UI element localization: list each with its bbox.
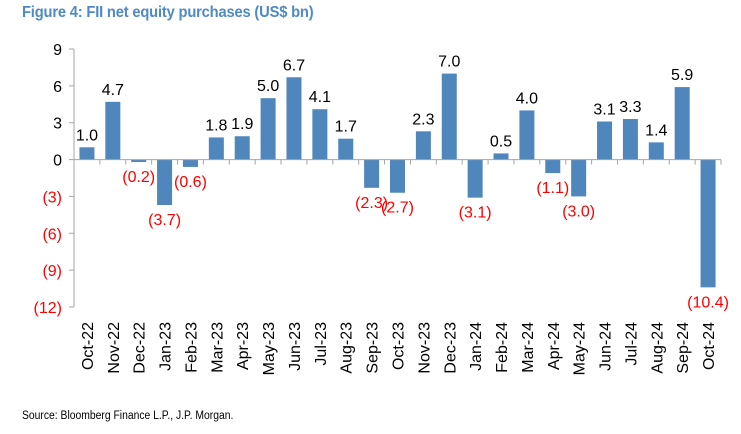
- data-label: (10.4): [687, 294, 729, 311]
- y-tick-label: (9): [42, 263, 62, 280]
- x-category-label: Nov-22: [106, 322, 123, 374]
- data-label: (2.7): [381, 200, 414, 217]
- bar: [700, 159, 716, 288]
- y-tick-label: (6): [42, 226, 62, 243]
- data-label: 6.7: [283, 57, 305, 74]
- bar: [364, 159, 380, 188]
- x-category-label: Aug-23: [339, 322, 356, 374]
- data-label: (1.1): [536, 180, 569, 197]
- data-label: 1.0: [76, 127, 98, 144]
- y-tick-label: 0: [53, 153, 62, 170]
- bar: [286, 77, 302, 160]
- data-label: 1.8: [205, 117, 227, 134]
- x-category-label: Sep-24: [675, 322, 692, 374]
- bar: [105, 101, 121, 160]
- category-labels: Oct-22 Nov-22 Dec-22 Jan-23 Feb-23 Mar-23 Apr-…: [80, 322, 718, 375]
- data-label: 4.1: [309, 89, 331, 106]
- data-labels: 1.0 4.7 (0.2) (3.7) (0.6) 1.8 1.9 5.06.74.11.7 (…: [76, 54, 729, 312]
- bar: [674, 87, 690, 160]
- x-category-label: Dec-23: [442, 322, 459, 374]
- data-label: (3.0): [562, 203, 595, 220]
- bar: [493, 153, 509, 160]
- y-tick-label: 6: [53, 79, 62, 96]
- bar: [571, 159, 587, 197]
- bar: [597, 121, 613, 160]
- bar: [208, 137, 224, 160]
- x-category-label: Feb-24: [494, 322, 511, 373]
- x-category-label: Jan-23: [158, 322, 175, 371]
- x-category-label: Jun-23: [287, 322, 304, 371]
- x-category-label: Oct-24: [701, 322, 718, 370]
- y-tick-label: 3: [53, 116, 62, 133]
- y-tick-label: (12): [34, 300, 62, 317]
- x-category-label: Apr-23: [235, 322, 252, 370]
- data-label: 2.3: [412, 111, 434, 128]
- x-category-label: Oct-23: [391, 322, 408, 370]
- x-category-label: Mar-24: [520, 322, 537, 373]
- bar: [131, 159, 147, 163]
- bar: [622, 119, 638, 160]
- data-label: 0.5: [490, 133, 512, 150]
- bar: [182, 159, 198, 167]
- data-label: (0.2): [122, 169, 155, 186]
- bar: [648, 142, 664, 160]
- bar: [234, 136, 250, 160]
- data-label: 5.9: [671, 67, 693, 84]
- data-label: 5.0: [257, 78, 279, 95]
- data-label: 3.3: [619, 99, 641, 116]
- bar: [312, 109, 328, 160]
- data-label: (2.3): [355, 195, 388, 212]
- data-label: 3.1: [593, 101, 615, 118]
- bar: [260, 98, 276, 160]
- data-label: 1.7: [335, 119, 357, 136]
- x-category-label: Apr-24: [546, 322, 563, 370]
- bar: [415, 131, 431, 160]
- data-label: (0.6): [174, 174, 207, 191]
- x-category-label: Jan-24: [468, 322, 485, 371]
- bar: [467, 159, 483, 198]
- x-category-label: Oct-22: [80, 322, 97, 370]
- x-category-label: Feb-23: [183, 322, 200, 373]
- data-label: 7.0: [438, 54, 460, 71]
- bar: [519, 110, 535, 160]
- bar: [338, 138, 354, 160]
- y-axis: 9 6 3 0 (3) (6) (9) (12): [34, 42, 75, 317]
- x-category-label: May-24: [572, 322, 589, 375]
- data-label: 4.0: [516, 90, 538, 107]
- x-category-label: Jul-23: [313, 322, 330, 366]
- data-label: (3.1): [459, 205, 492, 222]
- source-note: Source: Bloomberg Finance L.P., J.P. Mor…: [22, 410, 234, 422]
- data-label: 1.9: [231, 116, 253, 133]
- data-label: 1.4: [645, 122, 667, 139]
- bar: [79, 147, 95, 160]
- bar: [441, 73, 457, 160]
- x-category-label: Jul-24: [623, 322, 640, 366]
- chart-title: Figure 4: FII net equity purchases (US$ …: [22, 4, 314, 21]
- bar: [157, 159, 173, 206]
- bar: [389, 159, 406, 193]
- x-category-label: Jun-24: [598, 322, 615, 371]
- x-category-label: Nov-23: [416, 322, 433, 374]
- x-category-label: Sep-23: [365, 322, 382, 374]
- data-label: (3.7): [148, 212, 181, 229]
- y-tick-label: (3): [42, 189, 62, 206]
- data-label: 4.7: [102, 82, 124, 99]
- x-category-label: Mar-23: [209, 322, 226, 373]
- x-category-label: May-23: [261, 322, 278, 375]
- x-category-label: Dec-22: [132, 322, 149, 374]
- bar: [545, 159, 561, 174]
- y-tick-label: 9: [53, 42, 62, 59]
- x-category-label: Aug-24: [649, 322, 666, 374]
- x-axis: [73, 159, 722, 165]
- bars: [79, 73, 716, 288]
